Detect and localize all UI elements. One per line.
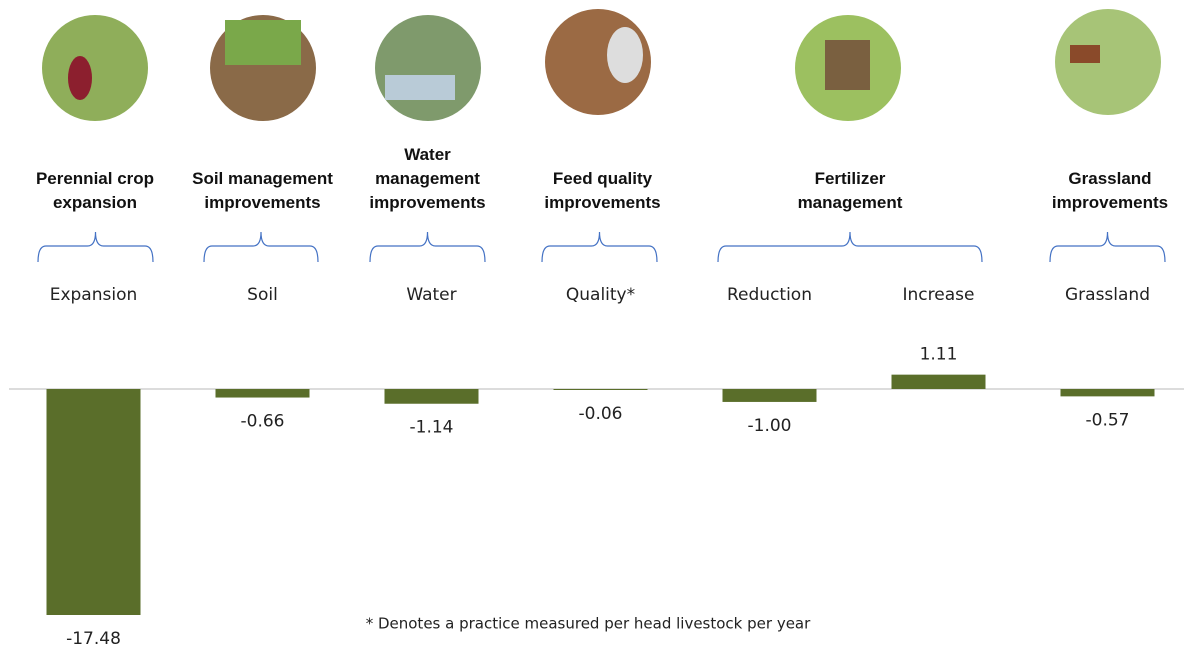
icon-water [375, 15, 481, 121]
page: * Denotes a practice measured per head l… [0, 0, 1184, 647]
brace [1050, 232, 1165, 262]
bar [47, 389, 141, 615]
x-tick-label: Soil [247, 285, 278, 305]
chart: * Denotes a practice measured per head l… [0, 0, 1184, 647]
icons [42, 9, 1161, 121]
x-tick-label: Expansion [50, 285, 138, 305]
x-tick-label: Reduction [727, 285, 812, 305]
icon-detail [225, 20, 301, 65]
brace [542, 232, 657, 262]
bar [723, 389, 817, 402]
group-label: Grassland improvements [1040, 167, 1180, 215]
bar [1061, 389, 1155, 396]
brace [718, 232, 982, 262]
group-label: Feed quality improvements [530, 167, 675, 215]
group-label: Perennial crop expansion [20, 167, 170, 215]
value-label: -0.06 [579, 404, 623, 424]
bar [216, 389, 310, 398]
bar [385, 389, 479, 404]
group-label: Water management improvements [355, 143, 500, 215]
icon-detail [68, 56, 92, 100]
group-label: Soil management improvements [180, 167, 345, 215]
bar [554, 389, 648, 390]
value-label: -1.14 [410, 418, 454, 438]
value-label: -0.57 [1086, 410, 1130, 430]
icon-cocoa [42, 15, 148, 121]
brace [38, 232, 153, 262]
brace [204, 232, 318, 262]
group-label: Fertilizer management [770, 167, 930, 215]
bar [892, 375, 986, 389]
value-label: -0.66 [241, 412, 285, 432]
value-label: 1.11 [920, 345, 958, 365]
footnote: * Denotes a practice measured per head l… [366, 615, 811, 633]
icon-detail [607, 27, 643, 83]
icon-detail [1070, 45, 1100, 63]
x-tick-label: Water [406, 285, 456, 305]
x-tick-label: Increase [903, 285, 975, 305]
value-label: -1.00 [748, 416, 792, 436]
x-tick-label: Quality* [566, 285, 635, 305]
brace [370, 232, 485, 262]
value-label: -17.48 [66, 629, 121, 647]
icon-detail [385, 75, 455, 100]
icon-detail [825, 40, 870, 90]
x-tick-label: Grassland [1065, 285, 1150, 305]
